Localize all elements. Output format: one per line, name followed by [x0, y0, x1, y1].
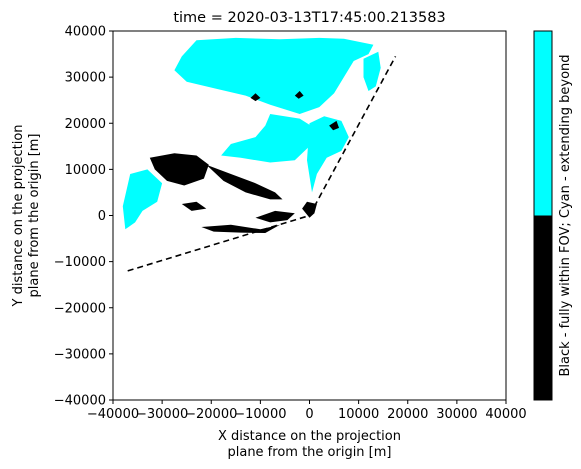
colorbar-label: Black - fully within FOV; Cyan - extendi…	[558, 54, 573, 376]
black-region-8	[302, 201, 317, 218]
x-tick-label: −30000	[136, 407, 188, 422]
y-tick-label: 10000	[65, 163, 106, 178]
cyan-region-3	[122, 169, 163, 230]
y-tick-label: −40000	[54, 394, 106, 409]
y-axis-label-line2: plane from the origin [m]	[27, 133, 42, 297]
x-tick-label: 30000	[436, 407, 477, 422]
cyan-layer	[122, 37, 381, 230]
cyan-region-5	[363, 51, 381, 91]
colorbar-frame	[533, 30, 553, 401]
x-tick-label: −40000	[87, 407, 139, 422]
y-tick-label: 40000	[65, 25, 106, 40]
y-tick-label: 0	[98, 209, 106, 224]
y-tick-label: −20000	[54, 301, 106, 316]
colorbar: Black - fully within FOV; Cyan - extendi…	[533, 30, 573, 401]
black-layer	[149, 91, 339, 233]
black-region-4	[255, 210, 295, 223]
y-axis: −40000 −30000 −20000 −10000 0 10000 20000 30000…	[54, 25, 113, 409]
x-axis: −40000−30000−20000−10000 0 10000 20000 30000…	[87, 400, 527, 422]
x-tick-label: 40000	[485, 407, 526, 422]
x-tick-label: 20000	[387, 407, 428, 422]
black-region-2	[181, 201, 207, 211]
black-region-3	[201, 224, 280, 233]
y-tick-label: −30000	[54, 347, 106, 362]
black-region-5	[250, 93, 261, 102]
black-region-7	[294, 91, 304, 99]
cyan-region-1	[221, 114, 315, 163]
x-tick-label: 10000	[338, 407, 379, 422]
x-tick-label: −20000	[185, 407, 237, 422]
black-region-1	[206, 164, 283, 200]
black-region-6	[329, 120, 339, 131]
colorbar-cyan-segment	[534, 31, 552, 216]
y-tick-label: 30000	[65, 71, 106, 86]
colorbar-black-segment	[534, 215, 552, 400]
x-tick-label: 0	[305, 407, 313, 422]
cyan-region-6	[191, 47, 226, 66]
cyan-region-4	[307, 116, 349, 193]
fov-boundary-line	[127, 56, 397, 272]
chart-title: time = 2020-03-13T17:45:00.213583	[173, 10, 445, 26]
x-axis-label-line2: plane from the origin [m]	[227, 445, 391, 460]
y-tick-label: −10000	[54, 255, 106, 270]
plot-area	[112, 30, 507, 401]
x-axis-label-line1: X distance on the projection	[218, 429, 401, 444]
y-tick-label: 20000	[65, 117, 106, 132]
black-region-0	[149, 153, 209, 186]
y-axis-label-line1: Y distance on the projection	[11, 124, 26, 307]
x-tick-label: −10000	[234, 407, 286, 422]
